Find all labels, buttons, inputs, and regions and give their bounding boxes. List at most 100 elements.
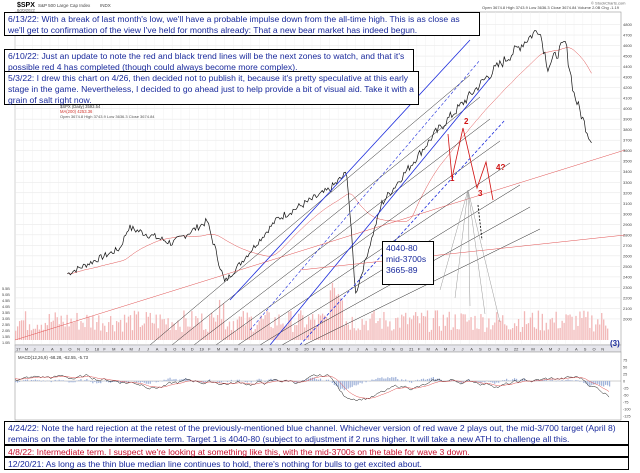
volume-bar — [84, 327, 86, 340]
macd-hist-bar — [595, 381, 597, 385]
macd-tick-1: 50 — [623, 366, 627, 370]
volume-bar — [20, 320, 23, 340]
macd-hist-bar — [38, 380, 40, 381]
volume-bar — [68, 326, 70, 340]
macd-hist-bar — [349, 381, 351, 388]
volume-bar — [517, 318, 520, 340]
macd-hist-bar — [112, 381, 114, 382]
macd-hist-bar — [155, 381, 157, 383]
macd-hist-bar — [515, 378, 518, 381]
volume-bar — [90, 327, 92, 340]
volume-bar — [579, 311, 581, 340]
ma-200-path — [67, 47, 592, 275]
time-tick-64: A — [575, 347, 578, 352]
legend-ma: MA(200) 4253.36 — [60, 109, 93, 114]
volume-bar — [104, 325, 106, 340]
macd-hist-bar — [411, 381, 413, 383]
wave-label-3: 3 — [478, 189, 483, 198]
macd-hist-bar — [86, 378, 88, 381]
macd-tick-2: 25 — [623, 373, 627, 377]
volume-bar — [44, 322, 46, 340]
macd-hist-bar — [171, 379, 173, 381]
macd-hist-bar — [513, 378, 516, 381]
macd-hist-bar — [391, 377, 393, 381]
macd-hist-bar — [238, 379, 240, 381]
macd-hist-bar — [533, 380, 535, 381]
macd-hist-bar — [315, 379, 318, 381]
volume-bar — [232, 321, 235, 340]
macd-hist-bar — [308, 378, 310, 381]
time-tick-0: 17 — [16, 347, 21, 352]
volume-bar — [462, 314, 464, 340]
volume-bar — [500, 320, 502, 340]
volume-bar — [515, 326, 518, 340]
macd-hist-bar — [361, 381, 363, 384]
volume-bar — [456, 329, 458, 340]
volume-bar — [361, 319, 363, 340]
macd-hist-bar — [42, 380, 44, 381]
volume-tick-1: 5.0B — [2, 293, 10, 297]
volume-bar — [486, 327, 488, 340]
volume-bar — [460, 313, 462, 340]
macd-hist-bar — [480, 381, 482, 384]
time-tick-44: D — [400, 347, 403, 352]
time-tick-61: M — [549, 347, 552, 352]
time-tick-50: J — [453, 347, 455, 352]
volume-bars: 5.5B 5.0B 4.5B 4.0B 3.5B 3.0B 2.5B 2.0B 1.5B 1.0B — [2, 282, 609, 345]
macd-hist-bar — [260, 379, 262, 381]
volume-bar — [143, 323, 145, 340]
volume-tick-0: 5.5B — [2, 287, 10, 291]
volume-bar — [310, 319, 312, 340]
projection-arrow — [477, 204, 483, 241]
macd-hist-bar — [26, 379, 29, 381]
volume-bar — [114, 331, 116, 340]
macd-hist-bar — [179, 379, 181, 381]
macd-hist-bar — [476, 381, 478, 382]
macd-hist-bar — [385, 378, 387, 381]
time-tick-7: N — [77, 347, 80, 352]
watermark: © StockCharts.com — [591, 1, 626, 6]
time-tick-59: M — [531, 347, 534, 352]
macd-hist-bar — [256, 379, 258, 381]
volume-bar — [545, 322, 547, 340]
volume-bar — [34, 328, 37, 340]
volume-bar — [173, 323, 175, 340]
time-tick-63: J — [566, 347, 568, 352]
time-tick-18: O — [173, 347, 176, 352]
volume-bar — [587, 311, 589, 340]
volume-bar — [373, 311, 375, 340]
volume-bar — [112, 324, 114, 340]
macd-hist-bar — [541, 380, 543, 381]
volume-bar — [395, 317, 397, 340]
macd-hist-bar — [92, 381, 94, 384]
macd-hist-bar — [549, 380, 551, 381]
macd-hist-bar — [591, 381, 593, 385]
macd-hist-bar — [375, 379, 377, 381]
macd-hist-bar — [236, 379, 238, 381]
volume-bar — [593, 331, 595, 340]
macd-hist-bar — [312, 377, 314, 381]
volume-bar — [16, 326, 19, 340]
wave-label-1: 1 — [450, 174, 455, 183]
volume-bar — [529, 317, 532, 340]
volume-bar — [117, 322, 120, 340]
macd-hist-bar — [414, 380, 417, 381]
volume-bar — [452, 327, 454, 340]
volume-bar — [167, 318, 169, 340]
volume-bar — [337, 294, 340, 340]
macd-hist-bar — [403, 380, 405, 381]
ma-200-line — [67, 47, 592, 275]
macd-hist-bar — [32, 380, 35, 381]
macd-hist-bar — [462, 381, 464, 383]
volume-bar — [171, 322, 173, 340]
volume-bar — [312, 314, 314, 340]
volume-bar — [595, 324, 597, 340]
annotation-4-24-22: 4/24/22: Note the hard rejection at the … — [4, 421, 629, 445]
price-tick-6: 4300 — [623, 75, 633, 80]
macd-hist-bar — [125, 381, 128, 383]
volume-bar — [535, 328, 538, 340]
price-tick-9: 4000 — [623, 106, 633, 111]
volume-bar — [527, 323, 530, 340]
macd-hist-bar — [117, 381, 120, 383]
volume-bar — [488, 318, 490, 340]
